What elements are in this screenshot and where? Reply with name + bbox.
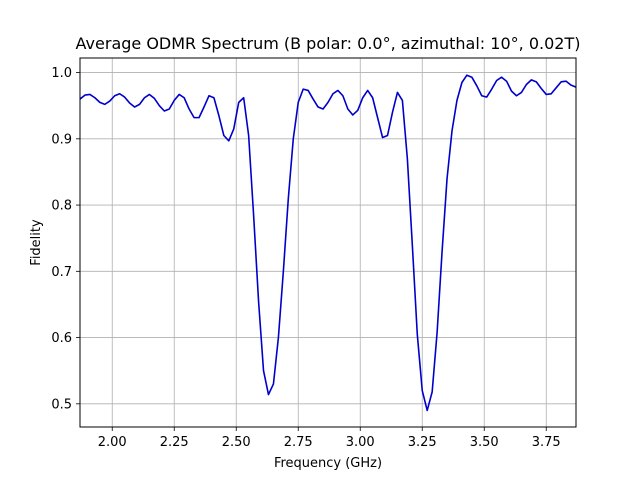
series-line <box>80 74 576 412</box>
y-axis-label: Fidelity <box>29 219 44 266</box>
x-axis-label: Frequency (GHz) <box>274 456 382 471</box>
x-tick-label: 3.00 <box>346 435 375 450</box>
x-tick-label: 3.50 <box>470 435 499 450</box>
y-tick-label: 0.9 <box>51 132 72 147</box>
x-tick-label: 3.75 <box>532 435 561 450</box>
x-tick-label: 2.25 <box>160 435 189 450</box>
x-tick-label: 2.50 <box>222 435 251 450</box>
plot-frame <box>79 57 577 428</box>
y-tick-label: 0.5 <box>51 397 72 412</box>
plot-area <box>80 74 576 412</box>
y-tick-label: 1.0 <box>51 66 72 81</box>
ticks: 2.00 2.25 2.50 2.75 3.00 3.25 3.50 3.75 0.5 0.6 0.… <box>51 66 560 450</box>
x-tick-label: 2.00 <box>98 435 127 450</box>
grid <box>80 58 576 427</box>
y-tick-label: 0.7 <box>51 265 72 280</box>
chart-title: Average ODMR Spectrum (B polar: 0.0°, az… <box>76 34 581 53</box>
x-tick-label: 3.25 <box>408 435 437 450</box>
x-tick-label: 2.75 <box>284 435 313 450</box>
y-tick-label: 0.6 <box>51 331 72 346</box>
y-tick-label: 0.8 <box>51 199 72 214</box>
